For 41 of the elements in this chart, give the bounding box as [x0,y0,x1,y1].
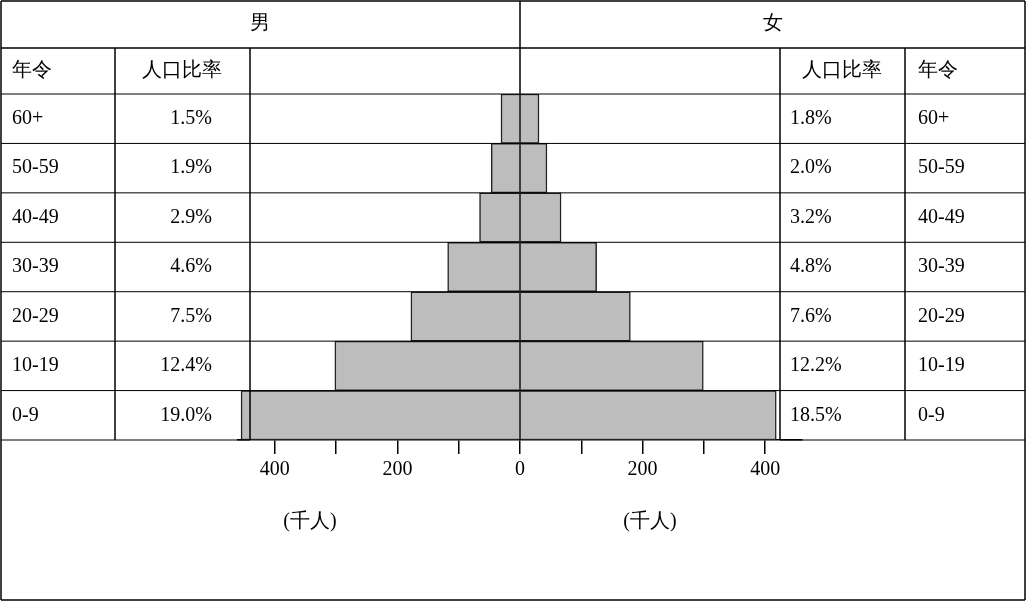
annotation: 3.2% [790,204,832,227]
annotation: 12.2% [790,353,842,376]
text: (千人) [623,509,677,532]
y-tick-label: 50-59 [918,155,965,178]
x-tick-label: 200 [382,457,413,480]
y-tick-label: 40-49 [918,204,965,227]
text: 男 [250,11,270,34]
text: 1.5% [170,105,212,128]
y-tick-label: 30-39 [918,254,965,277]
x-tick-label: 200 [627,457,658,480]
category-label: 10-19 [12,353,59,376]
text: 2.9% [170,204,212,227]
annotation: 1.8% [790,105,832,128]
x-tick-label: 0 [515,457,525,480]
y-tick-label: 10-19 [918,353,965,376]
text: 年令 [918,58,958,81]
category-label: 40-49 [12,204,59,227]
category-label: 60+ [12,105,44,128]
y-tick-label: 60+ [918,105,950,128]
annotation: 7.6% [790,303,832,326]
category-label: 30-39 [12,254,59,277]
annotation: 4.8% [790,254,832,277]
x-tick-label: 400 [259,457,290,480]
annotation: 18.5% [790,402,842,425]
text: 女 [763,11,783,34]
category-label: 20-29 [12,303,59,326]
y-tick-label: 0-9 [918,402,945,425]
text: 人口比率 [142,58,222,81]
text: 7.5% [170,303,212,326]
text: 1.9% [170,155,212,178]
text: 人口比率 [802,58,882,81]
x-axis-title: (千人) [283,509,337,533]
text: 年令 [12,58,52,81]
x-tick-label: 400 [750,457,781,480]
category-label: 50-59 [12,155,59,178]
y-tick-label: 20-29 [918,303,965,326]
category-label: 0-9 [12,402,39,425]
text: 4.6% [170,254,212,277]
text: 19.0% [160,402,212,425]
annotation: 2.0% [790,155,832,178]
text: 12.4% [160,353,212,376]
